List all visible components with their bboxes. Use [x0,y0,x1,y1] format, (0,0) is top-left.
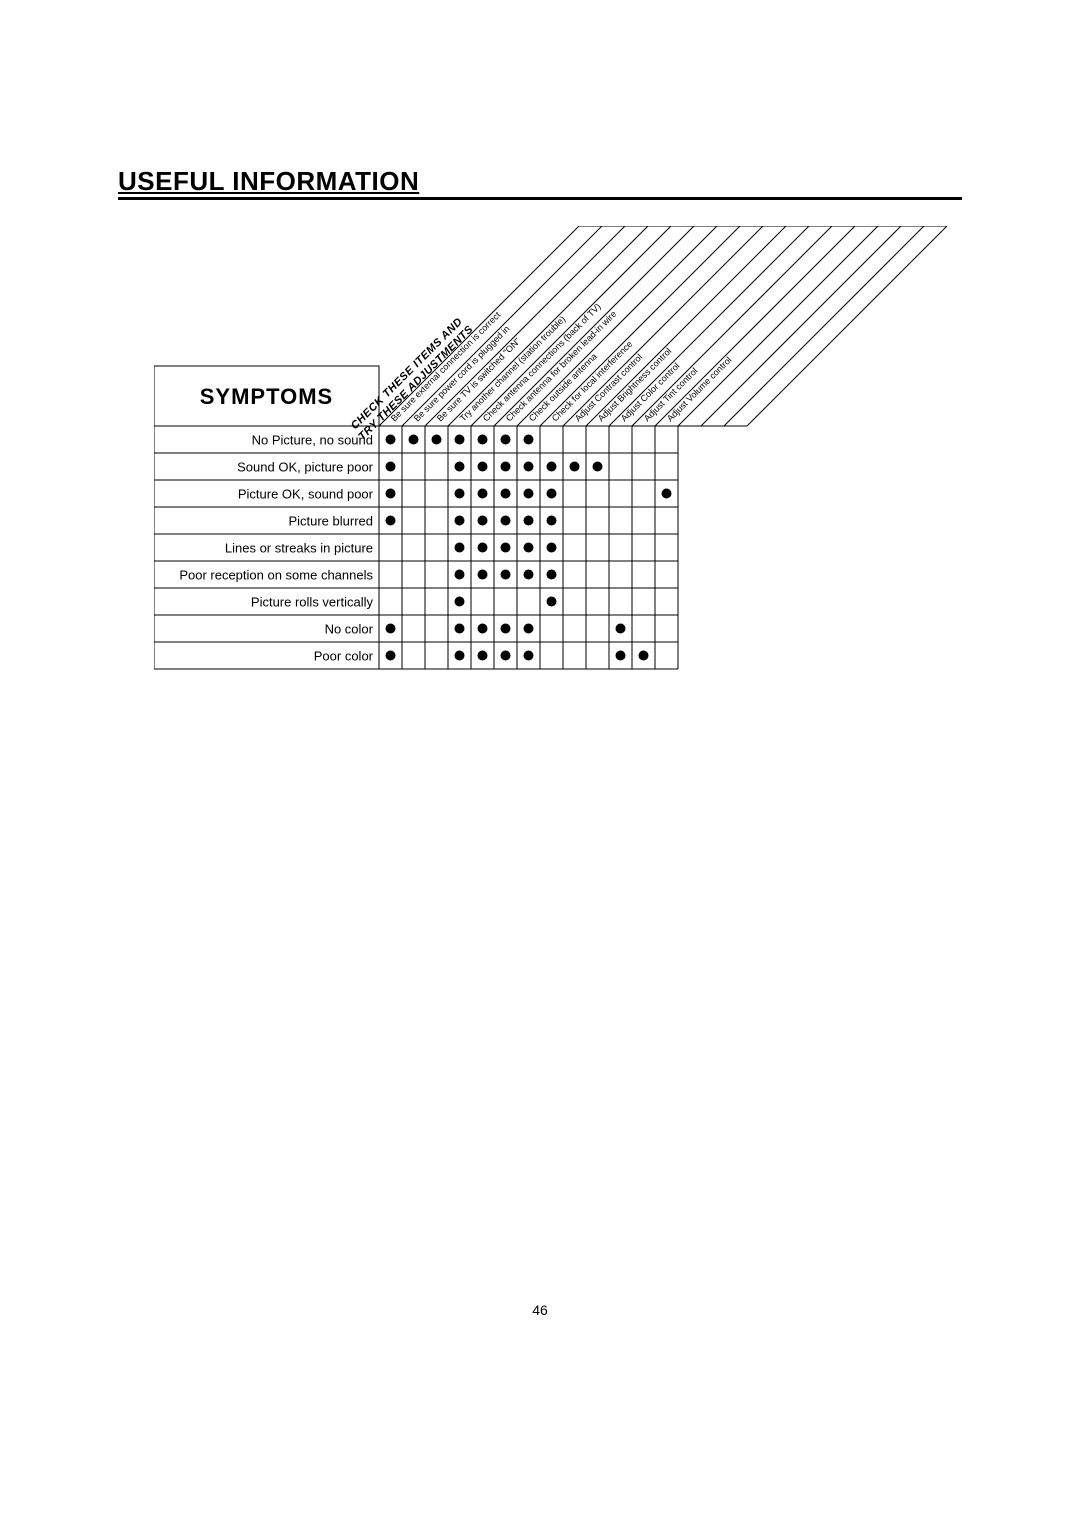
dot-marker [547,462,557,472]
dot-marker [501,543,511,553]
dot-marker [386,516,396,526]
dot-marker [570,462,580,472]
row-label: Poor reception on some channels [179,568,373,583]
dot-marker [547,570,557,580]
dot-marker [386,624,396,634]
dot-marker [662,489,672,499]
dot-marker [386,489,396,499]
dot-marker [455,624,465,634]
dot-marker [455,489,465,499]
dot-marker [501,624,511,634]
dot-marker [547,489,557,499]
dot-marker [501,570,511,580]
dot-marker [501,462,511,472]
troubleshooting-svg: SYMPTOMS No Picture, no sound Sound OK, pi… [154,226,957,671]
dot-marker [616,651,626,661]
dot-marker [478,462,488,472]
row-label: Sound OK, picture poor [237,460,374,475]
dot-marker [524,624,534,634]
page-title: USEFUL INFORMATION [118,166,419,196]
dot-marker [386,435,396,445]
symptoms-heading: SYMPTOMS [200,384,334,409]
dot-marker [478,543,488,553]
row-label: Picture OK, sound poor [238,487,374,502]
row-label: Poor color [314,649,374,664]
dot-marker [524,435,534,445]
dot-marker [547,516,557,526]
dot-marker [524,516,534,526]
dot-marker [386,462,396,472]
dot-marker [501,651,511,661]
dot-marker [478,516,488,526]
heading-underline: USEFUL INFORMATION [118,166,962,200]
dot-marker [478,489,488,499]
dot-marker [501,489,511,499]
dot-marker [455,597,465,607]
dot-marker [524,651,534,661]
row-label: Lines or streaks in picture [225,541,373,556]
dot-marker [455,516,465,526]
troubleshooting-table: SYMPTOMS No Picture, no sound Sound OK, pi… [154,226,924,676]
dot-marker [478,651,488,661]
dot-marker [501,516,511,526]
row-label: No color [325,622,374,637]
dot-marker [616,624,626,634]
row-label: Picture rolls vertically [251,595,374,610]
dot-marker [455,435,465,445]
dot-marker [455,570,465,580]
dot-marker [478,570,488,580]
row-label: Picture blurred [288,514,373,529]
dot-marker [386,651,396,661]
dot-marker [547,597,557,607]
dot-marker [455,543,465,553]
dot-marker [524,489,534,499]
dot-marker [593,462,603,472]
dot-marker [524,462,534,472]
dot-marker [432,435,442,445]
dot-marker [409,435,419,445]
page: USEFUL INFORMATION SYMPTOMS No Picture, n… [0,0,1080,1528]
dot-marker [455,651,465,661]
dot-marker [524,543,534,553]
dot-marker [478,624,488,634]
dot-marker [455,462,465,472]
row-label: No Picture, no sound [252,433,373,448]
dot-marker [478,435,488,445]
dot-marker [501,435,511,445]
dot-marker [639,651,649,661]
page-number: 46 [0,1302,1080,1318]
dot-marker [524,570,534,580]
dot-marker [547,543,557,553]
